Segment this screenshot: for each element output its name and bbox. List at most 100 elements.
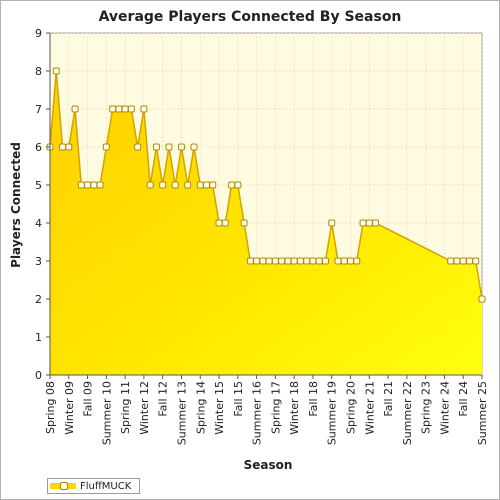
series-markers [46, 67, 486, 303]
data-point [290, 257, 298, 265]
data-point [315, 257, 323, 265]
data-point [152, 143, 160, 151]
x-tick-label: Spring 08 [44, 381, 57, 434]
data-point [109, 105, 117, 113]
x-tick-label: Spring 23 [420, 381, 433, 434]
legend-label: FluffMUCK [80, 480, 132, 492]
data-point [221, 219, 229, 227]
data-point [271, 257, 279, 265]
data-point [90, 181, 98, 189]
y-tick-labels: 0 1 2 3 4 5 6 7 8 9 [35, 27, 50, 382]
y-tick-label: 8 [35, 65, 42, 78]
data-point [240, 219, 248, 227]
y-axis-title-text: Players Connected [9, 142, 23, 268]
data-point [259, 257, 267, 265]
data-point [177, 143, 185, 151]
data-point [228, 181, 236, 189]
y-tick-label: 3 [35, 255, 42, 268]
data-point [190, 143, 198, 151]
data-point [278, 257, 286, 265]
data-point [171, 181, 179, 189]
x-tick-label: Summer 25 [476, 381, 489, 445]
y-tick-label: 6 [35, 141, 42, 154]
legend-swatch [50, 481, 76, 491]
data-point [334, 257, 342, 265]
data-point [365, 219, 373, 227]
data-point [340, 257, 348, 265]
x-tick-label: Winter 15 [213, 381, 226, 435]
data-point [465, 257, 473, 265]
x-tick-label: Fall 21 [382, 381, 395, 417]
data-point [165, 143, 173, 151]
data-point [134, 143, 142, 151]
y-tick-label: 0 [35, 369, 42, 382]
x-tick-label: Summer 13 [175, 381, 188, 445]
x-tick-label: Fall 18 [307, 381, 320, 417]
data-point [353, 257, 361, 265]
data-point [209, 181, 217, 189]
data-point [59, 143, 67, 151]
x-tick-label: Summer 10 [100, 381, 113, 445]
data-point [309, 257, 317, 265]
data-point [347, 257, 355, 265]
data-point [196, 181, 204, 189]
data-point [303, 257, 311, 265]
data-point [140, 105, 148, 113]
series-area-fill [50, 71, 482, 375]
data-point [265, 257, 273, 265]
data-point [372, 219, 380, 227]
data-point [246, 257, 254, 265]
data-point [159, 181, 167, 189]
y-tick-label: 1 [35, 331, 42, 344]
y-tick-label: 7 [35, 103, 42, 116]
x-tick-label: Winter 18 [288, 381, 301, 435]
data-point [284, 257, 292, 265]
data-point [71, 105, 79, 113]
x-tick-label: Summer 22 [401, 381, 414, 445]
x-tick-labels: Spring 08 Winter 09 Fall 09 Summer 10 Spring… [44, 375, 489, 445]
x-tick-label: Fall 24 [457, 381, 470, 417]
data-point [65, 143, 73, 151]
data-point [328, 219, 336, 227]
data-point [459, 257, 467, 265]
x-tick-label: Winter 24 [438, 381, 451, 435]
data-point [102, 143, 110, 151]
y-tick-label: 5 [35, 179, 42, 192]
data-point [52, 67, 60, 75]
x-tick-label: Spring 17 [269, 381, 282, 434]
data-point [478, 295, 486, 303]
x-tick-label: Winter 12 [138, 381, 151, 435]
data-point [121, 105, 129, 113]
legend-swatch-marker [60, 482, 68, 490]
data-point [472, 257, 480, 265]
data-point [203, 181, 211, 189]
x-tick-label: Spring 11 [119, 381, 132, 434]
x-tick-label: Spring 20 [345, 381, 358, 434]
axes [49, 33, 482, 376]
data-point [96, 181, 104, 189]
x-tick-label: Winter 21 [363, 381, 376, 435]
y-tick-label: 4 [35, 217, 42, 230]
data-point [127, 105, 135, 113]
data-point [453, 257, 461, 265]
data-point [146, 181, 154, 189]
data-point [77, 181, 85, 189]
data-point [447, 257, 455, 265]
x-tick-label: Fall 15 [232, 381, 245, 417]
data-point [359, 219, 367, 227]
y-tick-label: 9 [35, 27, 42, 40]
legend: FluffMUCK [47, 478, 141, 494]
x-tick-label: Fall 12 [157, 381, 170, 417]
data-point [321, 257, 329, 265]
x-tick-label: Winter 09 [63, 381, 76, 435]
data-point [253, 257, 261, 265]
x-tick-label: Spring 14 [194, 381, 207, 434]
x-tick-label: Summer 19 [326, 381, 339, 445]
data-point [215, 219, 223, 227]
data-point [184, 181, 192, 189]
data-point [296, 257, 304, 265]
chart-title: Average Players Connected By Season [98, 9, 402, 25]
data-point [115, 105, 123, 113]
y-tick-label: 2 [35, 293, 42, 306]
